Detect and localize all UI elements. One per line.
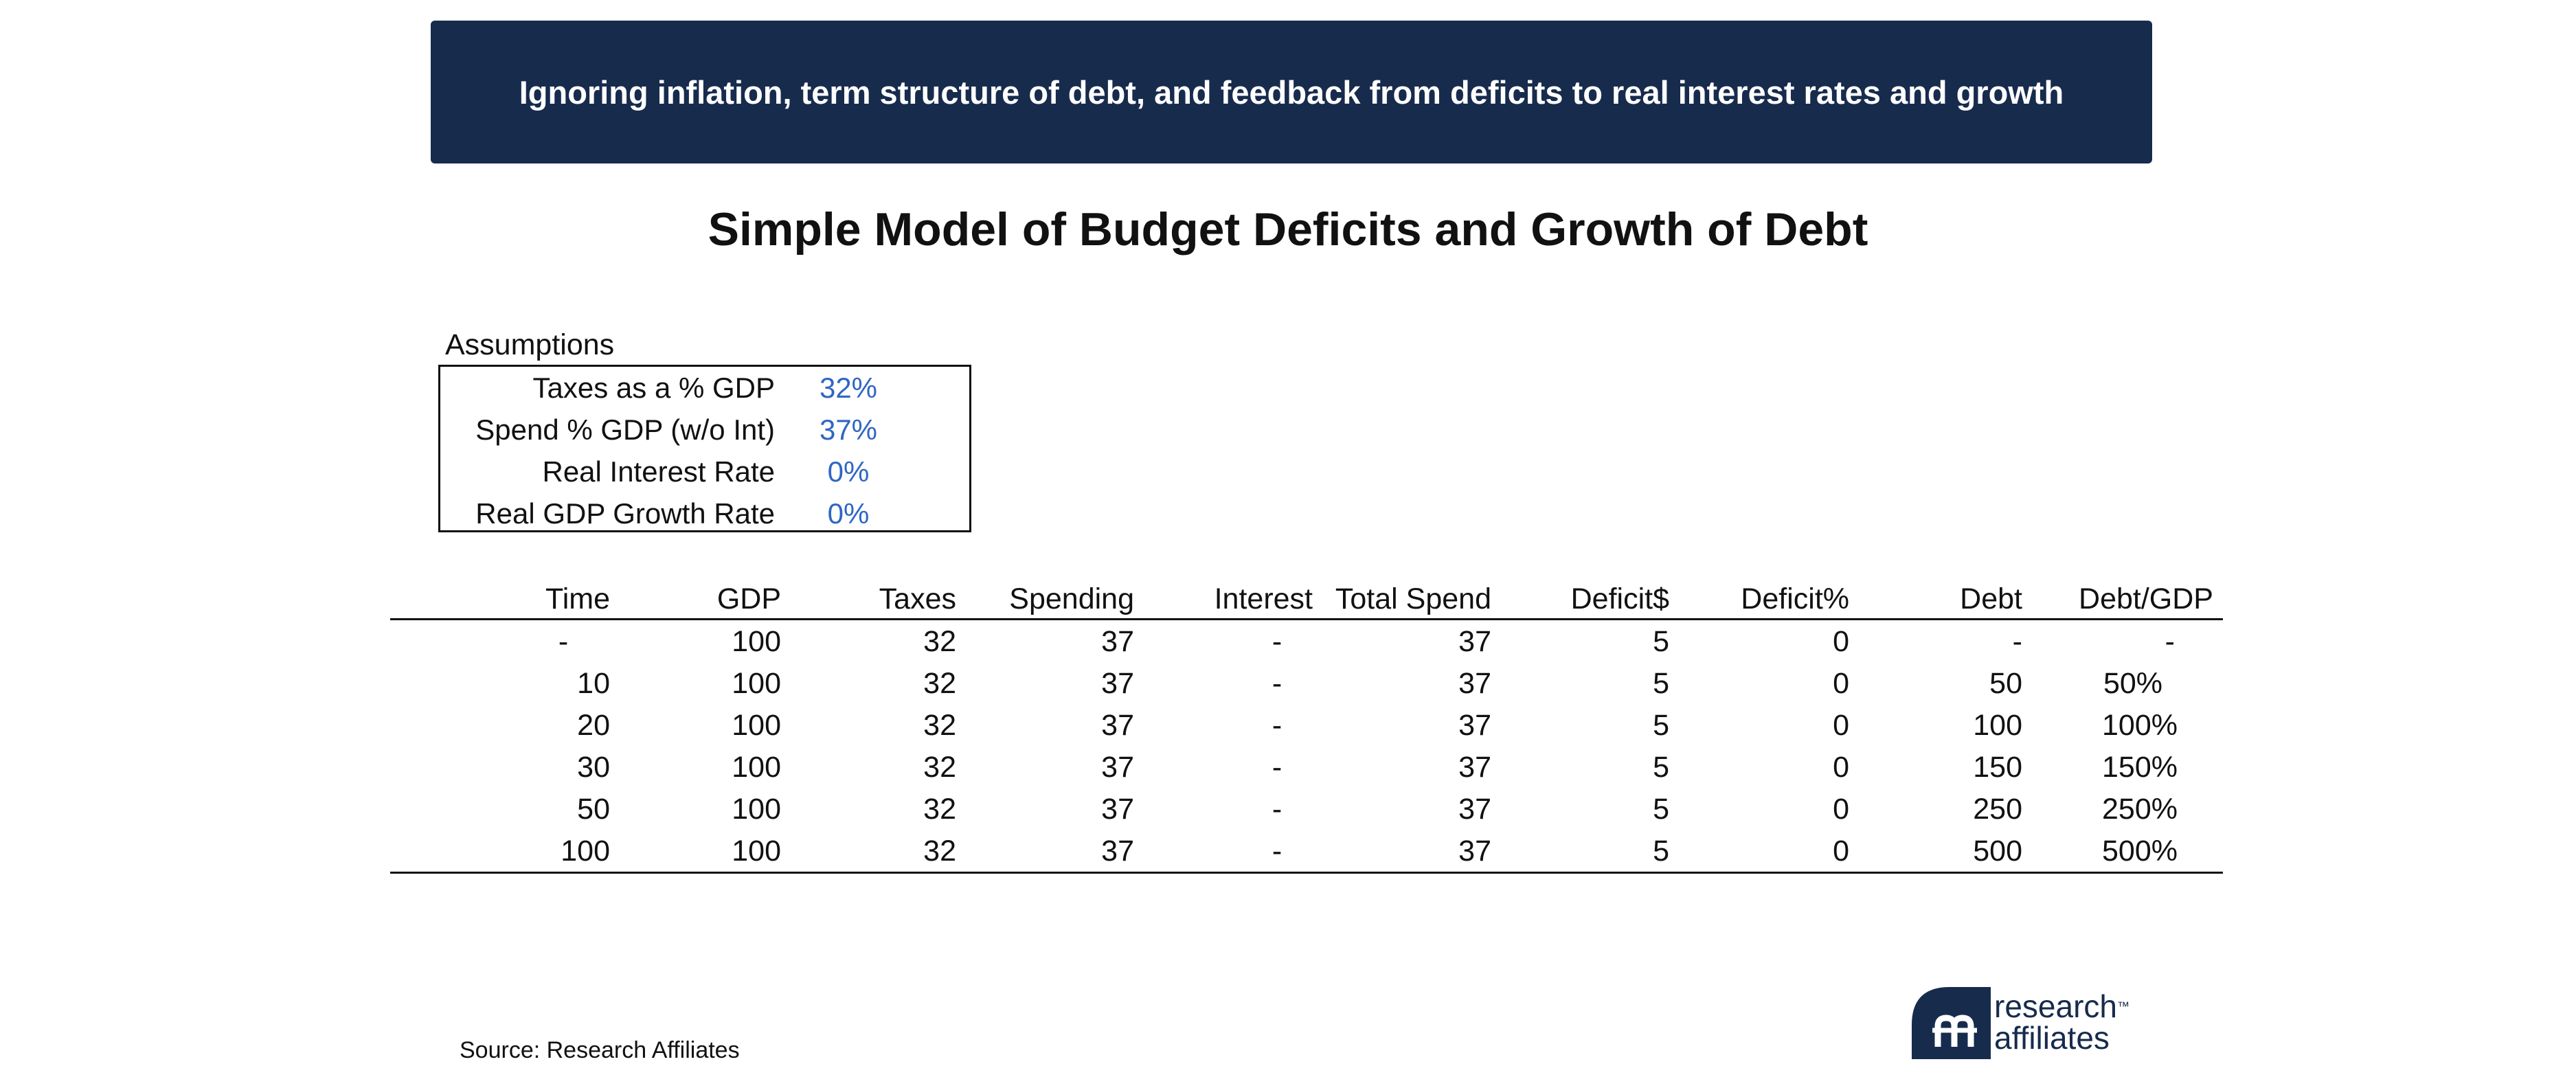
- table-cell: 5: [1653, 625, 1669, 658]
- banner-text: Ignoring inflation, term structure of de…: [519, 73, 2064, 111]
- table-cell: 32: [923, 667, 956, 700]
- table-cell: 37: [1101, 709, 1134, 742]
- table-cell: 100: [732, 835, 781, 868]
- table-header-cell: Debt: [1960, 582, 2022, 615]
- table-header-cell: Spending: [1009, 582, 1134, 615]
- table-cell: 32: [923, 835, 956, 868]
- table-cell: 100: [732, 709, 781, 742]
- table-cell: -: [1272, 835, 1283, 868]
- table-cell: -: [2165, 625, 2175, 658]
- table-cell: 0: [1833, 667, 1849, 700]
- assumption-value: 0%: [827, 455, 870, 488]
- assumption-row: Spend % GDP (w/o Int) 37%: [440, 409, 969, 451]
- table-cell: 37: [1458, 793, 1491, 826]
- table-cell: 37: [1101, 751, 1134, 784]
- table-cell: 37: [1101, 835, 1134, 868]
- table-header-cell: Deficit$: [1570, 582, 1669, 615]
- assumption-label: Spend % GDP (w/o Int): [475, 413, 775, 446]
- table-cell: 0: [1833, 625, 1849, 658]
- research-affiliates-logo-icon: [1912, 987, 1991, 1059]
- table-cell: 100: [732, 625, 781, 658]
- table-cell: 37: [1458, 709, 1491, 742]
- assumption-label: Taxes as a % GDP: [532, 372, 775, 404]
- logo-line-1: research: [1994, 988, 2117, 1024]
- table-cell: 0: [1833, 793, 1849, 826]
- table-cell: 50: [577, 793, 610, 826]
- table-cell: 37: [1458, 835, 1491, 868]
- table-cell: 0: [1833, 835, 1849, 868]
- header-banner: Ignoring inflation, term structure of de…: [431, 21, 2152, 163]
- table-cell: 37: [1458, 667, 1491, 700]
- table-cell: -: [558, 625, 569, 658]
- table-cell: 150%: [2102, 751, 2178, 784]
- assumption-label: Real GDP Growth Rate: [475, 497, 775, 530]
- table-cell: -: [1272, 751, 1283, 784]
- table-cell: 32: [923, 751, 956, 784]
- table-cell: 0: [1833, 751, 1849, 784]
- table-cell: 100%: [2102, 709, 2178, 742]
- assumption-row: Real GDP Growth Rate 0%: [440, 492, 969, 534]
- table-cell: 10: [577, 667, 610, 700]
- table-cell: 37: [1458, 751, 1491, 784]
- table-header-cell: GDP: [716, 582, 781, 615]
- table-cell: 100: [561, 835, 610, 868]
- logo-wordmark: research™ affiliates: [1994, 990, 2129, 1054]
- table-cell: -: [1272, 625, 1283, 658]
- table-bottom-divider: [390, 872, 2223, 874]
- table-cell: 100: [732, 793, 781, 826]
- table-cell: 5: [1653, 667, 1669, 700]
- table-cell: 37: [1458, 625, 1491, 658]
- table-cell: 250: [1973, 793, 2022, 826]
- table-cell: 30: [577, 751, 610, 784]
- assumption-row: Real Interest Rate 0%: [440, 451, 969, 492]
- table-cell: 32: [923, 709, 956, 742]
- table-cell: 0: [1833, 709, 1849, 742]
- table-cell: 50%: [2103, 667, 2163, 700]
- assumption-value: 32%: [819, 372, 878, 404]
- logo-line-2: affiliates: [1994, 1020, 2110, 1056]
- table-cell: 5: [1653, 793, 1669, 826]
- table-cell: 32: [923, 793, 956, 826]
- table-cell: 100: [1973, 709, 2022, 742]
- table-cell: -: [1272, 709, 1283, 742]
- page-title: Simple Model of Budget Deficits and Grow…: [708, 203, 1868, 256]
- assumption-value: 37%: [819, 413, 878, 446]
- table-header-cell: Time: [545, 582, 610, 615]
- table-cell: 5: [1653, 835, 1669, 868]
- table-header-cell: Debt/GDP: [2079, 582, 2213, 615]
- table-header-cell: Total Spend: [1335, 582, 1491, 615]
- table-header-cell: Deficit%: [1741, 582, 1849, 615]
- assumptions-heading: Assumptions: [445, 328, 615, 361]
- table-cell: -: [2012, 625, 2022, 658]
- assumption-value: 0%: [827, 497, 870, 530]
- table-cell: 250%: [2102, 793, 2178, 826]
- assumptions-box: Taxes as a % GDP 32% Spend % GDP (w/o In…: [438, 365, 971, 532]
- table-cell: 37: [1101, 793, 1134, 826]
- table-cell: 50: [1989, 667, 2022, 700]
- assumption-row: Taxes as a % GDP 32%: [440, 367, 969, 409]
- table-header-divider: [390, 618, 2223, 620]
- table-cell: 20: [577, 709, 610, 742]
- table-cell: 150: [1973, 751, 2022, 784]
- table-cell: 37: [1101, 625, 1134, 658]
- table-cell: 5: [1653, 751, 1669, 784]
- table-cell: 32: [923, 625, 956, 658]
- table-cell: 37: [1101, 667, 1134, 700]
- table-header-cell: Taxes: [879, 582, 956, 615]
- table-cell: 100: [732, 667, 781, 700]
- logo-trademark: ™: [2116, 999, 2129, 1013]
- table-header-cell: Interest: [1214, 582, 1313, 615]
- table-cell: 5: [1653, 709, 1669, 742]
- table-cell: -: [1272, 793, 1283, 826]
- table-cell: 100: [732, 751, 781, 784]
- table-cell: 500: [1973, 835, 2022, 868]
- source-note: Source: Research Affiliates: [460, 1037, 740, 1063]
- assumption-label: Real Interest Rate: [542, 455, 775, 488]
- table-cell: -: [1272, 667, 1283, 700]
- table-cell: 500%: [2102, 835, 2178, 868]
